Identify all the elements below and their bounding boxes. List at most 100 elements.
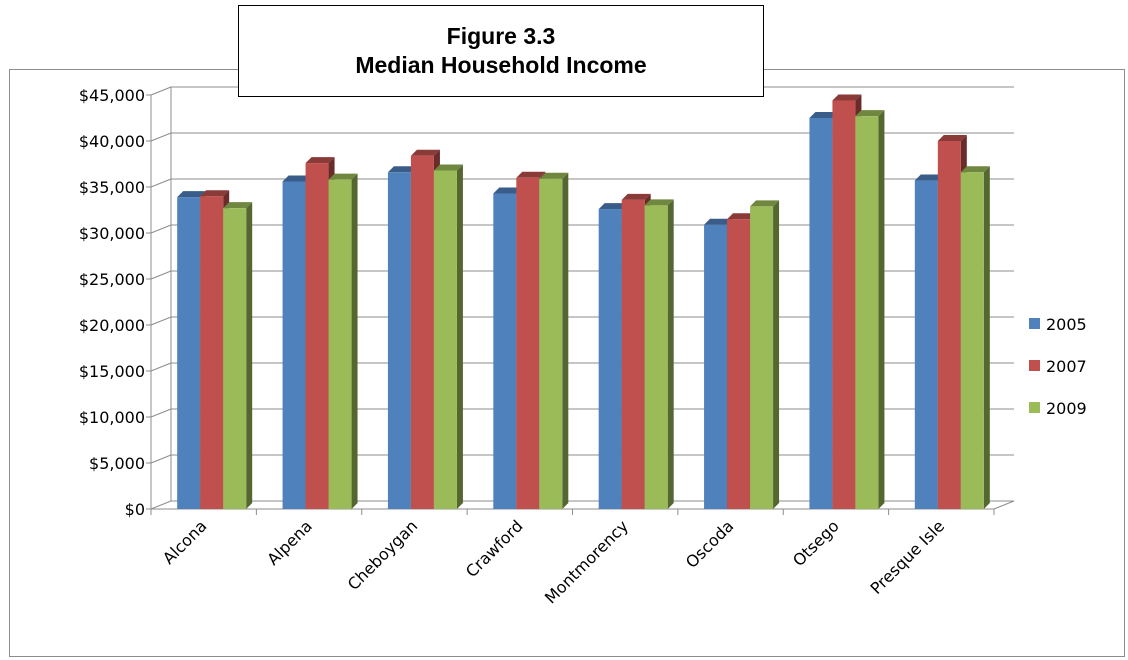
bar-side — [773, 200, 780, 509]
gridline-depth — [150, 316, 172, 326]
legend-item-2005: 2005 — [1029, 315, 1087, 334]
bar-top — [832, 94, 862, 101]
bar-2009-crawford — [539, 172, 569, 509]
x-tick-label: Alcona — [159, 516, 211, 568]
x-tick-label: Presque Isle — [867, 516, 949, 598]
bar-front — [598, 209, 622, 509]
bar-side — [562, 172, 569, 509]
bar-2009-oscoda — [750, 200, 780, 509]
bar-front — [410, 155, 434, 509]
bar-side — [878, 110, 885, 509]
bar-front — [644, 205, 668, 509]
bar-top — [305, 157, 335, 164]
bar-top — [621, 193, 651, 200]
x-tick-label: Montmorency — [541, 516, 632, 607]
bar-front — [493, 193, 517, 509]
bar-front — [305, 163, 329, 509]
x-tick-label: Cheboygan — [344, 516, 422, 594]
bar-top — [177, 191, 207, 198]
bar-front — [704, 224, 728, 509]
chart-subtitle: Median Household Income — [355, 52, 647, 78]
chart-title: Figure 3.3 — [446, 23, 556, 49]
bar-top — [727, 213, 757, 220]
bar-front — [328, 179, 352, 509]
bar-side — [246, 202, 253, 509]
bar-top — [433, 164, 463, 171]
bar-side — [983, 166, 990, 509]
gridline-depth — [150, 270, 172, 280]
bar-front — [387, 172, 411, 509]
bars — [177, 94, 990, 510]
bar-front — [914, 180, 938, 509]
bar-front — [200, 196, 224, 509]
bar-top — [282, 175, 312, 182]
gridline-depth — [150, 178, 172, 188]
legend: 2005 2007 2009 — [1029, 315, 1087, 418]
gridline-depth — [150, 132, 172, 142]
bar-top — [328, 173, 358, 180]
x-tick-label: Crawford — [462, 516, 527, 581]
bar-top — [200, 190, 230, 197]
bar-top — [493, 187, 523, 194]
chart-title-box: Figure 3.3 Median Household Income — [238, 5, 764, 97]
y-tick-label: $40,000 — [79, 132, 145, 151]
bar-front — [621, 199, 645, 509]
y-tick-label: $10,000 — [79, 408, 145, 427]
gridline-depth — [150, 454, 172, 464]
bar-top — [516, 171, 546, 178]
gridlines — [150, 86, 1014, 510]
bar-front — [433, 170, 457, 509]
bar-2009-otsego — [855, 110, 885, 509]
bar-top — [960, 166, 990, 173]
bar-front — [223, 208, 247, 509]
y-tick-label: $35,000 — [79, 178, 145, 197]
bar-front — [282, 181, 306, 510]
bar-front — [750, 206, 774, 509]
legend-item-2007: 2007 — [1029, 357, 1087, 376]
y-tick-label: $15,000 — [79, 362, 145, 381]
legend-swatch — [1029, 402, 1040, 413]
y-tick-label: $0 — [125, 500, 145, 519]
y-tick-label: $5,000 — [89, 454, 145, 473]
bar-top — [750, 200, 780, 207]
bar-top — [410, 149, 440, 156]
bar-side — [667, 199, 674, 509]
floor-edge — [993, 500, 1015, 510]
x-tick-label: Otsego — [789, 516, 843, 570]
x-tick-label: Alpena — [263, 516, 316, 569]
gridline-depth — [150, 408, 172, 418]
bar-front — [937, 141, 961, 509]
bar-top — [598, 203, 628, 210]
bar-front — [832, 100, 856, 510]
bar-top — [855, 110, 885, 117]
y-tick-label: $30,000 — [79, 224, 145, 243]
gridline-depth — [150, 224, 172, 234]
bar-top — [223, 202, 253, 209]
x-tick-label: Oscoda — [682, 516, 737, 571]
bar-2009-cheboygan — [433, 164, 463, 509]
bar-side — [351, 173, 358, 509]
bar-top — [539, 172, 569, 179]
bar-top — [387, 166, 417, 173]
gridline-depth — [150, 500, 172, 510]
legend-swatch — [1029, 360, 1040, 371]
legend-label: 2007 — [1046, 357, 1087, 376]
y-tick-label: $20,000 — [79, 316, 145, 335]
gridline-depth — [150, 86, 172, 96]
legend-swatch — [1029, 318, 1040, 329]
x-axis-ticks: Alcona Alpena Cheboygan Crawford Montmorency… — [159, 516, 948, 607]
bar-2009-alcona — [223, 202, 253, 509]
bar-front — [809, 118, 833, 509]
legend-item-2009: 2009 — [1029, 399, 1087, 418]
bar-2009-montmorency — [644, 199, 674, 509]
bar-front — [855, 116, 879, 509]
bar-front — [727, 219, 751, 509]
bar-front — [960, 172, 984, 509]
y-tick-label: $45,000 — [79, 86, 145, 105]
bar-top — [937, 135, 967, 141]
bar-top — [809, 112, 839, 118]
legend-label: 2009 — [1046, 399, 1087, 418]
y-tick-label: $25,000 — [79, 270, 145, 289]
bar-front — [539, 178, 563, 509]
